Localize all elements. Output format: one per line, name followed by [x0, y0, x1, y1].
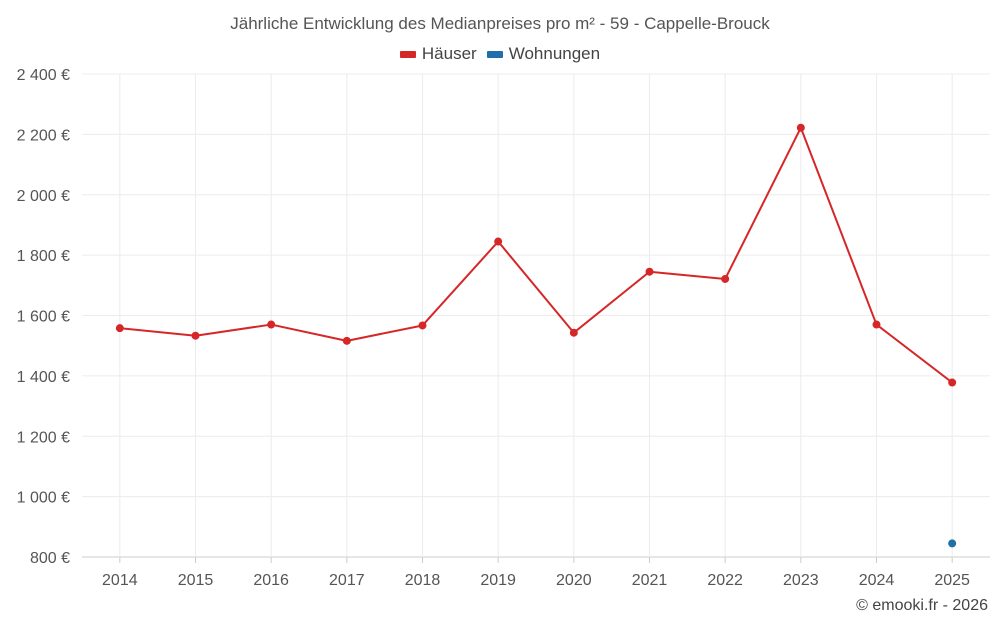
- y-tick-label: 2 200 €: [17, 127, 70, 144]
- y-tick-label: 1 200 €: [17, 429, 70, 446]
- legend-label-wohnungen: Wohnungen: [508, 44, 601, 63]
- series-layer: [115, 123, 957, 548]
- data-point-wohnungen[interactable]: [948, 539, 957, 548]
- data-point-haeuser[interactable]: [948, 378, 957, 387]
- legend-item-wohnungen[interactable]: Wohnungen: [486, 44, 601, 64]
- data-point-haeuser[interactable]: [418, 321, 427, 330]
- x-tick-label: 2016: [253, 572, 289, 589]
- x-tick-label: 2017: [329, 572, 365, 589]
- legend-swatch-haeuser: [399, 50, 416, 58]
- legend-item-haeuser[interactable]: Häuser: [399, 44, 477, 64]
- legend: Häuser Wohnungen: [0, 44, 1000, 64]
- x-tick-label: 2024: [859, 572, 895, 589]
- data-point-haeuser[interactable]: [191, 331, 200, 340]
- y-tick-label: 800 €: [30, 550, 70, 567]
- data-point-haeuser[interactable]: [872, 320, 881, 329]
- y-tick-label: 1 600 €: [17, 309, 70, 326]
- x-tick-label: 2019: [480, 572, 516, 589]
- data-point-haeuser[interactable]: [115, 324, 124, 333]
- x-tick-label: 2023: [783, 572, 819, 589]
- y-tick-label: 1 800 €: [17, 248, 70, 265]
- data-point-haeuser[interactable]: [494, 237, 503, 246]
- chart-title: Jährliche Entwicklung des Medianpreises …: [230, 14, 770, 33]
- x-tick-label: 2020: [556, 572, 592, 589]
- data-point-haeuser[interactable]: [721, 274, 730, 283]
- data-point-haeuser[interactable]: [342, 336, 351, 345]
- data-point-haeuser[interactable]: [796, 123, 805, 132]
- y-tick-label: 1 400 €: [17, 369, 70, 386]
- y-tick-label: 1 000 €: [17, 490, 70, 507]
- y-tick-label: 2 400 €: [17, 67, 70, 84]
- series-line-haeuser: [119, 126, 953, 384]
- legend-swatch-wohnungen: [486, 50, 503, 58]
- data-point-haeuser[interactable]: [645, 267, 654, 276]
- data-point-haeuser[interactable]: [267, 320, 276, 329]
- x-tick-label: 2021: [632, 572, 668, 589]
- x-tick-label: 2022: [707, 572, 743, 589]
- x-tick-label: 2015: [178, 572, 214, 589]
- axis-layer: 800 € 1 000 € 1 200 € 1 400 € 1 600 € 1 800 €…: [17, 67, 970, 589]
- legend-label-haeuser: Häuser: [421, 44, 477, 63]
- data-point-haeuser[interactable]: [569, 328, 578, 337]
- x-tick-label: 2025: [934, 572, 970, 589]
- credit-text: © emooki.fr - 2026: [856, 597, 988, 614]
- y-tick-label: 2 000 €: [17, 188, 70, 205]
- x-tick-label: 2014: [102, 572, 138, 589]
- grid-layer: [82, 73, 990, 563]
- x-tick-label: 2018: [405, 572, 441, 589]
